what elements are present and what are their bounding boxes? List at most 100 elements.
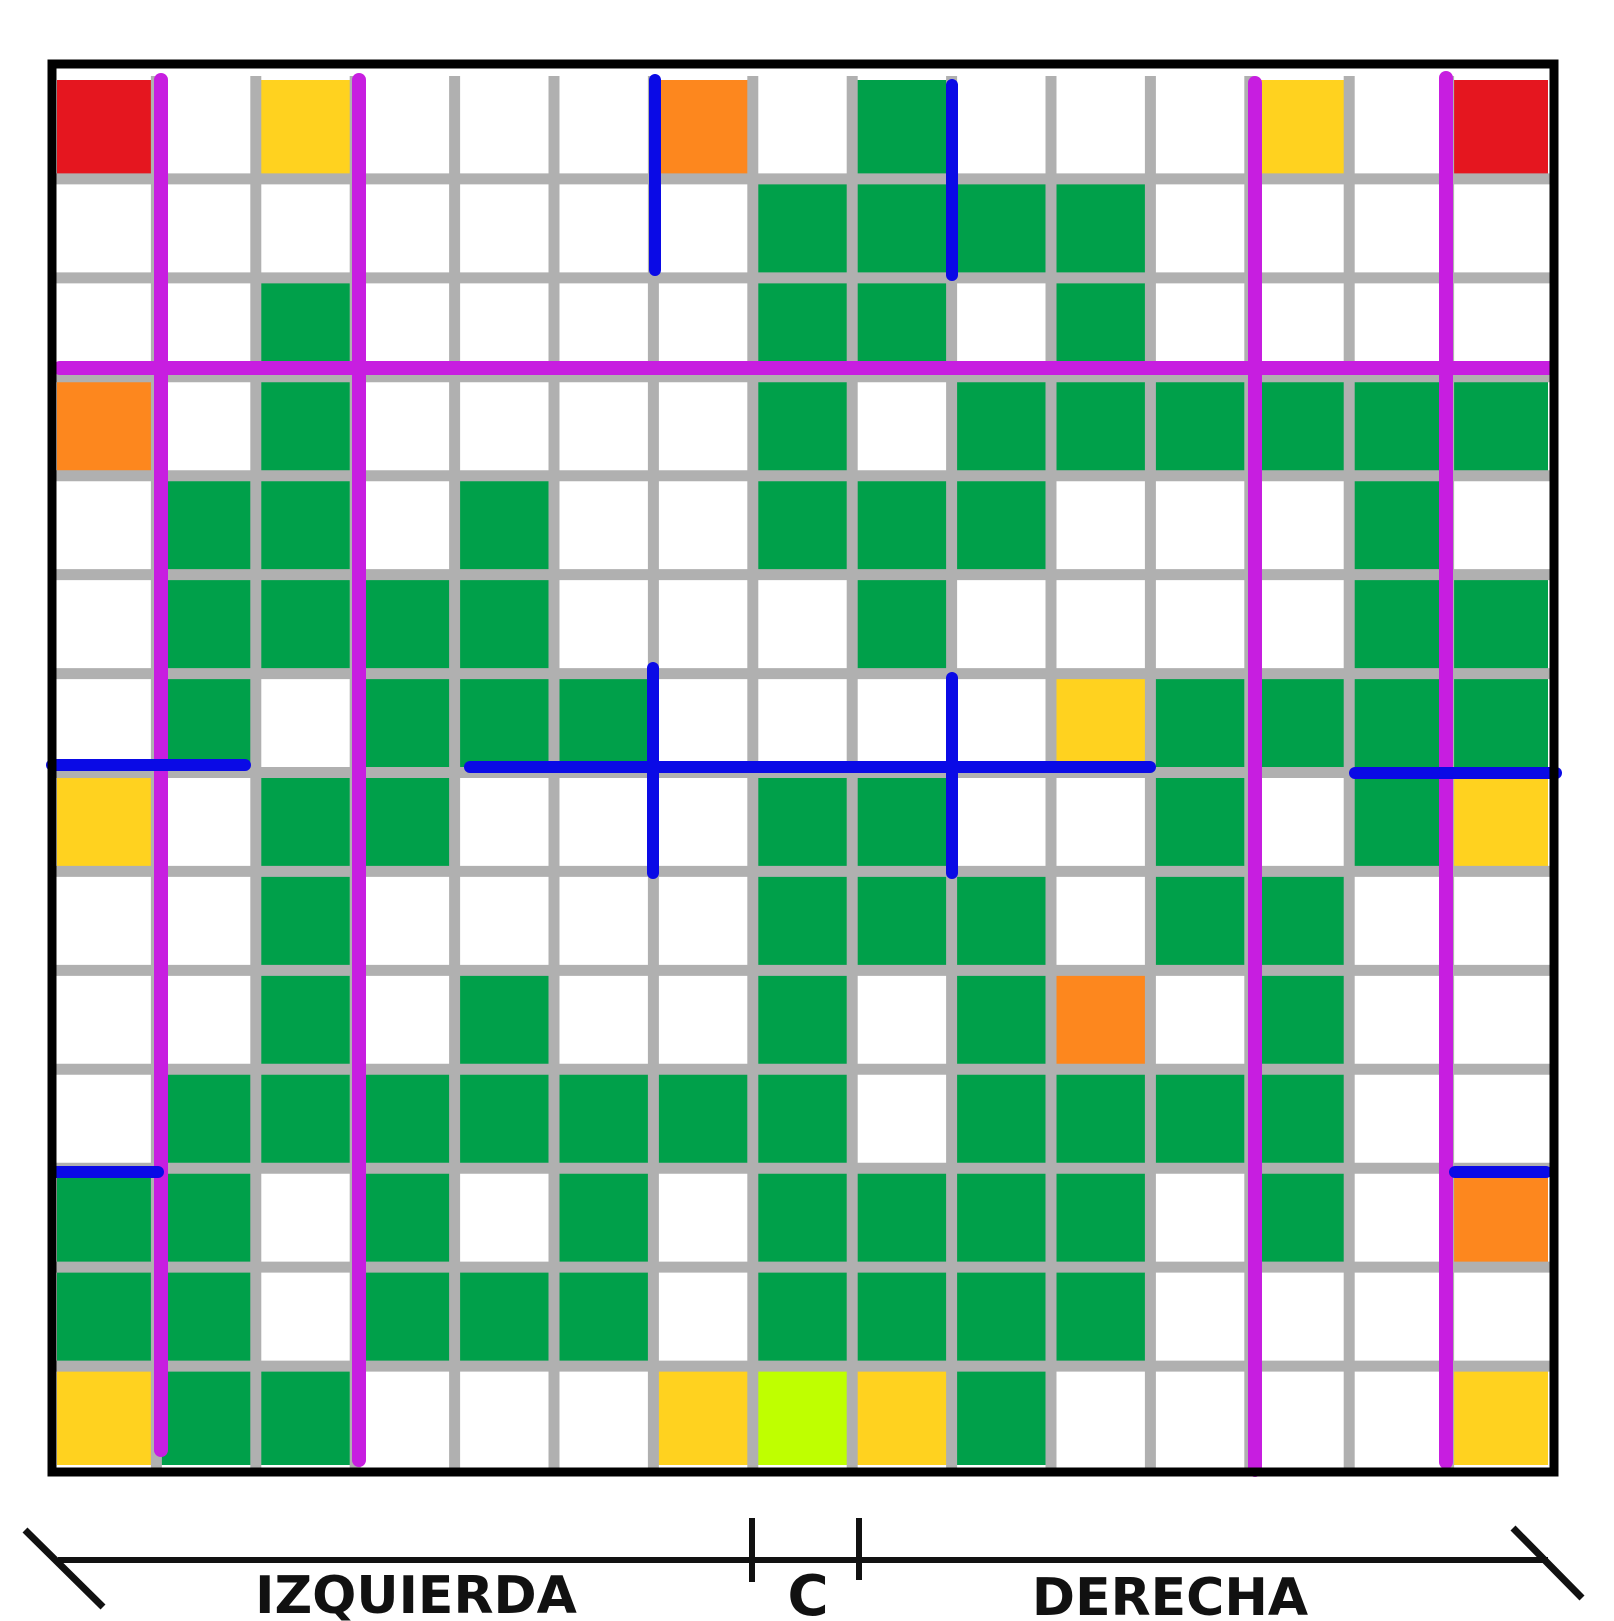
cell-r11-c8 — [752, 1069, 853, 1169]
cell-r8-c2 — [156, 772, 256, 872]
cell-r2-c8 — [752, 178, 853, 278]
cell-r10-c2 — [156, 970, 256, 1070]
cell-r4-c3 — [255, 376, 356, 476]
cell-r1-c6 — [554, 80, 654, 179]
cell-r12-c8 — [752, 1168, 853, 1268]
cell-r11-c9 — [852, 1069, 952, 1169]
cell-r1-c7 — [653, 80, 753, 179]
cell-r14-c2 — [156, 1366, 256, 1465]
cell-r10-c4 — [355, 970, 455, 1070]
cell-r9-c13 — [1249, 871, 1350, 971]
cell-r9-c4 — [355, 871, 455, 971]
cell-r5-c14 — [1349, 475, 1449, 575]
cell-r9-c3 — [255, 871, 356, 971]
cell-r11-c13 — [1249, 1069, 1350, 1169]
cell-r14-c8 — [752, 1366, 853, 1465]
cell-r8-c9 — [852, 772, 952, 872]
cell-r11-c12 — [1150, 1069, 1250, 1169]
cell-r14-c15 — [1448, 1366, 1548, 1465]
cell-r3-c14 — [1349, 277, 1449, 377]
cell-r4-c2 — [156, 376, 256, 476]
cell-r12-c6 — [554, 1168, 654, 1268]
cell-r2-c7 — [653, 178, 753, 278]
cell-r9-c5 — [454, 871, 554, 971]
cell-r13-c8 — [752, 1267, 853, 1367]
cell-r5-c9 — [852, 475, 952, 575]
cell-r9-c7 — [653, 871, 753, 971]
cell-r8-c1 — [57, 772, 157, 872]
cell-r8-c11 — [1051, 772, 1151, 872]
cell-r6-c9 — [852, 574, 952, 674]
cell-r8-c4 — [355, 772, 455, 872]
cell-r1-c8 — [752, 80, 853, 179]
cell-r5-c8 — [752, 475, 853, 575]
cell-r9-c9 — [852, 871, 952, 971]
cell-r10-c1 — [57, 970, 157, 1070]
cell-r6-c5 — [454, 574, 554, 674]
cell-r3-c12 — [1150, 277, 1250, 377]
cell-r11-c4 — [355, 1069, 455, 1169]
cell-r7-c14 — [1349, 673, 1449, 773]
cell-r8-c7 — [653, 772, 753, 872]
cell-r13-c6 — [554, 1267, 654, 1367]
cell-r13-c5 — [454, 1267, 554, 1367]
cell-r7-c2 — [156, 673, 256, 773]
cell-r2-c13 — [1249, 178, 1350, 278]
cell-r4-c14 — [1349, 376, 1449, 476]
cell-r4-c4 — [355, 376, 455, 476]
label-derecha: DERECHA — [1032, 1568, 1308, 1621]
cell-r11-c7 — [653, 1069, 753, 1169]
cell-r3-c8 — [752, 277, 853, 377]
cell-r12-c13 — [1249, 1168, 1350, 1268]
cell-r5-c7 — [653, 475, 753, 575]
cell-r12-c5 — [454, 1168, 554, 1268]
cell-r1-c4 — [355, 80, 455, 179]
cell-r3-c7 — [653, 277, 753, 377]
cell-r9-c15 — [1448, 871, 1548, 971]
cell-r2-c3 — [255, 178, 356, 278]
cell-r14-c12 — [1150, 1366, 1250, 1465]
cell-r7-c3 — [255, 673, 356, 773]
cell-r14-c6 — [554, 1366, 654, 1465]
cell-r6-c15 — [1448, 574, 1548, 674]
label-center: C — [787, 1564, 828, 1621]
cell-r12-c10 — [951, 1168, 1051, 1268]
cell-r10-c7 — [653, 970, 753, 1070]
cell-r13-c13 — [1249, 1267, 1350, 1367]
cell-r8-c6 — [554, 772, 654, 872]
cell-r1-c15 — [1448, 80, 1548, 179]
cell-r4-c12 — [1150, 376, 1250, 476]
cell-r7-c15 — [1448, 673, 1548, 773]
cell-r14-c3 — [255, 1366, 356, 1465]
cell-r1-c1 — [57, 80, 157, 179]
cell-r10-c10 — [951, 970, 1051, 1070]
cell-r3-c11 — [1051, 277, 1151, 377]
cell-r1-c13 — [1249, 80, 1350, 179]
cell-r4-c9 — [852, 376, 952, 476]
cell-r5-c3 — [255, 475, 356, 575]
cell-r3-c1 — [57, 277, 157, 377]
cell-r9-c10 — [951, 871, 1051, 971]
cell-r12-c2 — [156, 1168, 256, 1268]
cell-r14-c13 — [1249, 1366, 1350, 1465]
cell-r7-c11 — [1051, 673, 1151, 773]
cell-r11-c5 — [454, 1069, 554, 1169]
cell-r11-c1 — [57, 1069, 157, 1169]
cell-r7-c4 — [355, 673, 455, 773]
cell-r6-c4 — [355, 574, 455, 674]
cell-r5-c4 — [355, 475, 455, 575]
cell-r6-c14 — [1349, 574, 1449, 674]
cell-r14-c4 — [355, 1366, 455, 1465]
cell-r10-c12 — [1150, 970, 1250, 1070]
cell-r3-c9 — [852, 277, 952, 377]
cell-r10-c6 — [554, 970, 654, 1070]
cell-r6-c3 — [255, 574, 356, 674]
cell-r8-c5 — [454, 772, 554, 872]
cell-r8-c12 — [1150, 772, 1250, 872]
cell-r2-c10 — [951, 178, 1051, 278]
cell-r4-c7 — [653, 376, 753, 476]
cell-r1-c11 — [1051, 80, 1151, 179]
cell-r13-c14 — [1349, 1267, 1449, 1367]
cell-r6-c13 — [1249, 574, 1350, 674]
